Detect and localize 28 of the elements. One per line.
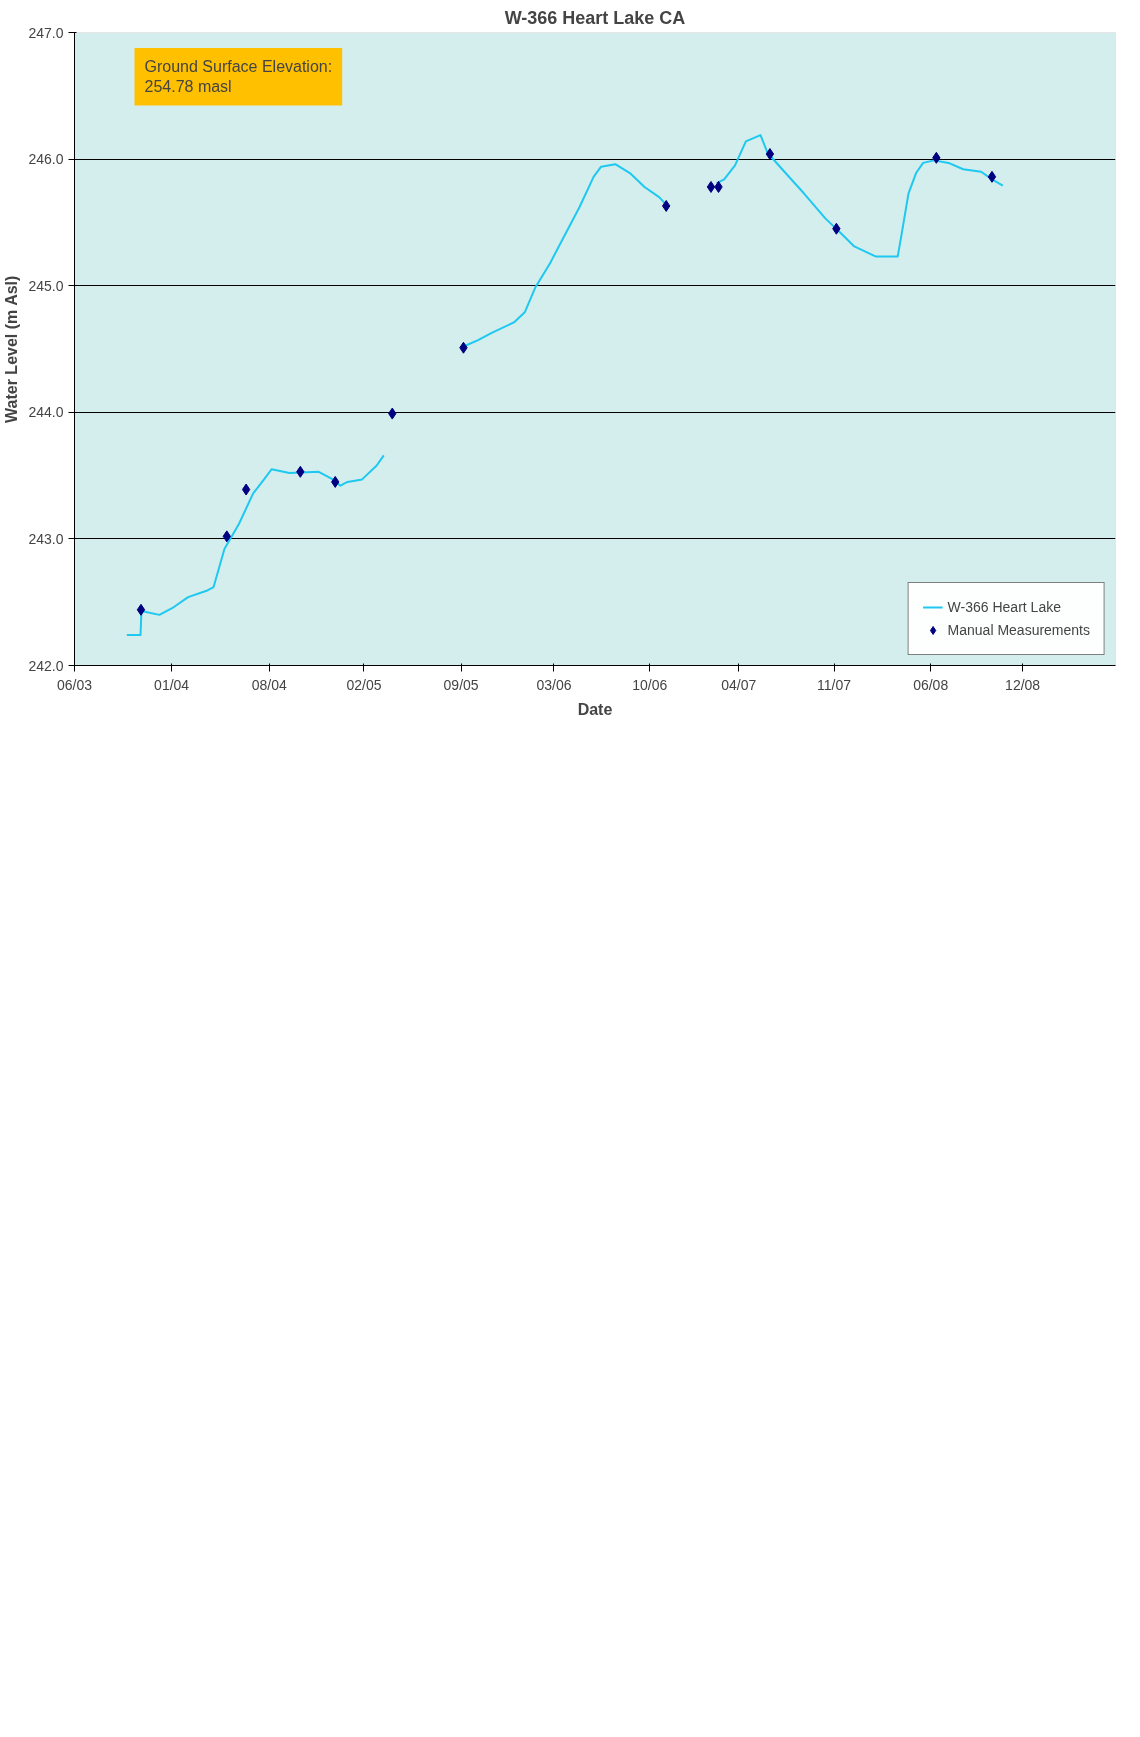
x-tick-label: 01/04: [154, 676, 190, 693]
x-tick-label: 02/05: [346, 676, 382, 693]
y-tick-label: 244.0: [28, 404, 64, 421]
y-tick-label: 242.0: [28, 657, 64, 674]
x-tick-label: 06/03: [56, 676, 93, 693]
y-tick-label: 247.0: [28, 24, 64, 41]
y-axis-title: Water Level (m Asl): [3, 275, 21, 423]
y-tick-label: 246.0: [28, 151, 64, 168]
y-tick-label: 243.0: [28, 530, 64, 547]
x-tick-label: 09/05: [443, 676, 479, 693]
x-axis-title: Date: [577, 700, 613, 718]
annotation: Ground Surface Elevation: 254.78 masl: [144, 58, 333, 96]
y-tick-label: 245.0: [28, 277, 64, 294]
point: [241, 483, 251, 496]
x-tick-label: 03/06: [536, 676, 572, 693]
x-tick-label: 10/06: [632, 676, 668, 693]
point: [136, 603, 146, 616]
x-tick-label: 08/04: [251, 676, 287, 693]
chart-title: W-366 Heart Lake CA: [504, 7, 686, 28]
point: [765, 148, 775, 161]
legend-label: W-366 Heart Lake: [947, 599, 1061, 615]
point: [706, 180, 716, 193]
point: [987, 170, 997, 183]
x-tick-label: 06/08: [913, 676, 949, 693]
x-tick-label: 12/08: [1005, 676, 1041, 693]
x-tick-label: 11/07: [817, 676, 852, 693]
x-tick-label: 04/07: [721, 676, 757, 693]
legend-label: Manual Measurements: [947, 622, 1090, 638]
